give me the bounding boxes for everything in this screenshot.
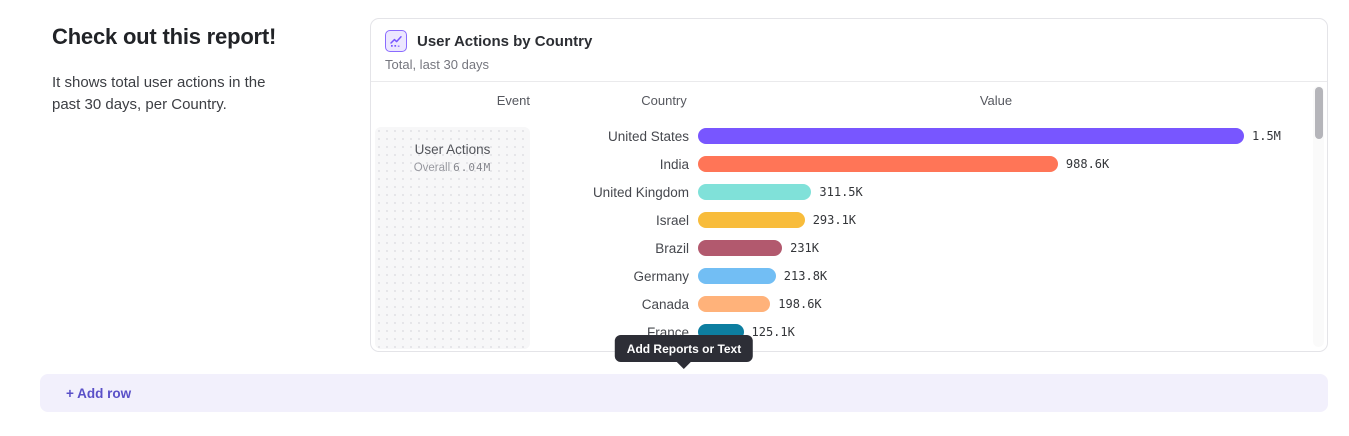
country-label: India	[659, 156, 689, 172]
table-row: United Kingdom 311.5K	[371, 178, 1313, 206]
bar[interactable]	[698, 156, 1058, 172]
report-card[interactable]: User Actions by Country Total, last 30 d…	[370, 18, 1328, 352]
table-row: Germany 213.8K	[371, 262, 1313, 290]
table-row: France 125.1K	[371, 318, 1313, 346]
event-overall-value: 6.04M	[453, 161, 492, 174]
bar-value: 988.6K	[1065, 157, 1110, 171]
report-chart-area: Event Country Value User Actions Overall…	[371, 83, 1327, 351]
table-row: United States 1.5M	[371, 122, 1313, 150]
bar[interactable]	[698, 212, 805, 228]
report-subtitle: Total, last 30 days	[385, 57, 490, 72]
bar-value: 293.1K	[812, 213, 857, 227]
bar-value: 213.8K	[783, 269, 828, 283]
table-row: Canada 198.6K	[371, 290, 1313, 318]
add-reports-tooltip: Add Reports or Text	[614, 335, 754, 362]
country-label: United Kingdom	[592, 184, 689, 200]
line-chart-icon	[385, 30, 407, 52]
intro-description: It shows total user actions in the past …	[52, 74, 266, 113]
report-card-header[interactable]: User Actions by Country Total, last 30 d…	[371, 19, 1327, 82]
bar[interactable]	[698, 240, 783, 256]
event-overall: Overall 6.04M	[375, 161, 530, 174]
intro-section: Check out this report! It shows total us…	[52, 24, 312, 116]
bar-rows: United States 1.5M India 988.6K United K…	[371, 122, 1313, 346]
bar-value: 231K	[790, 241, 819, 255]
country-label: Brazil	[655, 240, 689, 256]
bar[interactable]	[698, 268, 776, 284]
country-label: Canada	[641, 296, 689, 312]
add-row-button[interactable]: + Add row	[40, 374, 1328, 412]
bar[interactable]	[698, 128, 1244, 144]
column-header-value: Value	[979, 93, 1013, 108]
page-title: Check out this report!	[52, 24, 277, 49]
chart-scrollbar-track[interactable]	[1313, 86, 1324, 347]
bar-value: 198.6K	[778, 297, 822, 311]
bar[interactable]	[698, 184, 812, 200]
bar[interactable]	[698, 296, 771, 312]
country-label: Germany	[633, 268, 689, 284]
add-row-label: + Add row	[66, 385, 132, 401]
country-label: United States	[607, 128, 689, 144]
country-label: Israel	[655, 212, 689, 228]
column-header-country: Country	[641, 93, 687, 108]
bar-value: 311.5K	[819, 185, 863, 199]
report-title: User Actions by Country	[417, 32, 593, 50]
column-header-event: Event	[496, 93, 530, 108]
table-row: India 988.6K	[371, 150, 1313, 178]
event-name: User Actions	[414, 142, 491, 157]
event-overall-label: Overall	[413, 162, 451, 174]
bar-value: 125.1K	[751, 325, 795, 339]
bar-value: 1.5M	[1252, 129, 1281, 143]
event-cell[interactable]: User Actions Overall 6.04M	[375, 127, 530, 349]
chart-scrollbar-thumb[interactable]	[1315, 87, 1323, 139]
table-row: Brazil 231K	[371, 234, 1313, 262]
table-row: Israel 293.1K	[371, 206, 1313, 234]
